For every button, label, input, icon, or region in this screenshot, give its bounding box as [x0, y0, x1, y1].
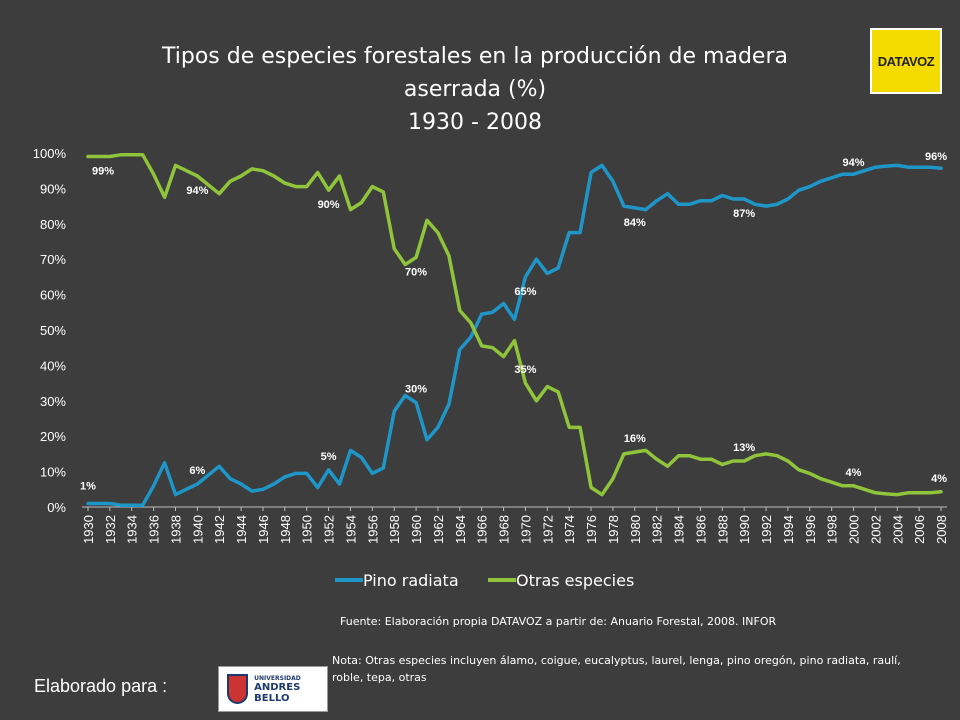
- x-tick-label: 1994: [781, 515, 796, 544]
- title-line-2: aserrada (%): [403, 77, 547, 102]
- datavoz-logo: DATAVOZ: [870, 28, 942, 94]
- x-tick-label: 1940: [190, 515, 205, 544]
- data-label: 13%: [733, 442, 755, 454]
- x-tick-label: 2008: [934, 515, 949, 544]
- x-tick-label: 1978: [606, 515, 621, 544]
- source-note: Fuente: Elaboración propia DATAVOZ a par…: [340, 615, 777, 628]
- data-label: 4%: [931, 473, 947, 485]
- series-line-pino-radiata: [86, 163, 943, 507]
- x-tick-label: 1974: [562, 515, 577, 544]
- x-tick-label: 1956: [365, 515, 380, 544]
- y-tick-label: 0%: [47, 500, 66, 515]
- x-tick-label: 1968: [497, 515, 512, 544]
- y-tick-label: 60%: [40, 288, 66, 303]
- data-label: 4%: [846, 467, 862, 479]
- x-tick-label: 1960: [409, 515, 424, 544]
- x-tick-label: 1942: [212, 515, 227, 544]
- uab-line-2: ANDRES BELLO: [254, 681, 301, 704]
- series-line-otras-especies: [86, 153, 943, 497]
- x-tick-label: 1984: [672, 515, 687, 544]
- data-label: 5%: [321, 451, 337, 463]
- data-label: 70%: [405, 266, 427, 278]
- x-tick-label: 1934: [125, 515, 140, 544]
- x-tick-label: 1938: [168, 515, 183, 544]
- title-line-1: Tipos de especies forestales en la produ…: [161, 44, 788, 69]
- data-label: 94%: [186, 185, 208, 197]
- x-tick-label: 1962: [431, 515, 446, 544]
- logo-text: DATAVOZ: [877, 53, 935, 69]
- x-tick-label: 1976: [584, 515, 599, 544]
- title-line-3: 1930 - 2008: [408, 110, 542, 135]
- x-tick-label: 1964: [453, 515, 468, 544]
- y-tick-label: 100%: [33, 146, 67, 161]
- chart-title: Tipos de especies forestales en la produ…: [60, 40, 890, 139]
- data-label: 35%: [514, 364, 536, 376]
- shield-icon: [227, 674, 249, 704]
- x-tick-label: 1992: [759, 515, 774, 544]
- x-tick-label: 1930: [81, 515, 96, 544]
- y-tick-label: 40%: [40, 358, 66, 373]
- x-tick-label: 1986: [693, 515, 708, 544]
- x-tick-label: 2004: [890, 515, 905, 544]
- x-tick-label: 2000: [847, 515, 862, 544]
- x-tick-label: 1970: [518, 515, 533, 544]
- x-tick-label: 1966: [475, 515, 490, 544]
- x-tick-label: 2006: [912, 515, 927, 544]
- data-label: 65%: [514, 286, 536, 298]
- data-label: 87%: [733, 208, 755, 220]
- uab-line-1: UNIVERSIDAD: [254, 674, 301, 682]
- y-tick-label: 20%: [40, 429, 66, 444]
- data-label: 6%: [189, 465, 205, 477]
- data-label: 90%: [318, 199, 340, 211]
- x-tick-label: 1936: [147, 515, 162, 544]
- x-tick-label: 1998: [825, 515, 840, 544]
- legend-pino-radiata-label: Pino radiata: [363, 571, 459, 590]
- x-tick-label: 1990: [737, 515, 752, 544]
- nota-note: Nota: Otras especies incluyen álamo, coi…: [332, 654, 901, 684]
- x-tick-label: 1952: [322, 515, 337, 544]
- y-tick-label: 80%: [40, 217, 66, 232]
- data-label: 84%: [624, 217, 646, 229]
- x-tick-label: 1958: [387, 515, 402, 544]
- x-tick-label: 1950: [300, 515, 315, 544]
- x-tick-label: 1980: [628, 515, 643, 544]
- legend-otras-especies-label: Otras especies: [516, 571, 634, 590]
- x-tick-label: 1944: [234, 515, 249, 544]
- x-tick-label: 1996: [803, 515, 818, 544]
- x-tick-label: 1932: [103, 515, 118, 544]
- x-tick-label: 1954: [343, 515, 358, 544]
- y-tick-label: 10%: [40, 465, 66, 480]
- y-tick-label: 70%: [40, 252, 66, 267]
- data-label: 1%: [80, 480, 96, 492]
- data-label: 30%: [405, 384, 427, 396]
- x-tick-label: 1946: [256, 515, 271, 544]
- y-tick-label: 30%: [40, 394, 66, 409]
- data-label: 99%: [92, 166, 114, 178]
- elaborado-label: Elaborado para :: [34, 676, 168, 696]
- data-label: 96%: [925, 151, 947, 163]
- x-tick-label: 2002: [868, 515, 883, 544]
- x-tick-label: 1948: [278, 515, 293, 544]
- y-tick-label: 50%: [40, 323, 66, 338]
- data-label: 16%: [624, 433, 646, 445]
- x-tick-label: 1982: [650, 515, 665, 544]
- data-label: 94%: [842, 157, 864, 169]
- universidad-andres-bello-logo: UNIVERSIDAD ANDRES BELLO: [218, 666, 328, 712]
- y-tick-label: 90%: [40, 181, 66, 196]
- x-tick-label: 1972: [540, 515, 555, 544]
- x-tick-label: 1988: [715, 515, 730, 544]
- line-chart: 0% 10% 20% 30% 40% 50% 60% 70% 80% 90% 100% 1930 193…: [33, 146, 949, 590]
